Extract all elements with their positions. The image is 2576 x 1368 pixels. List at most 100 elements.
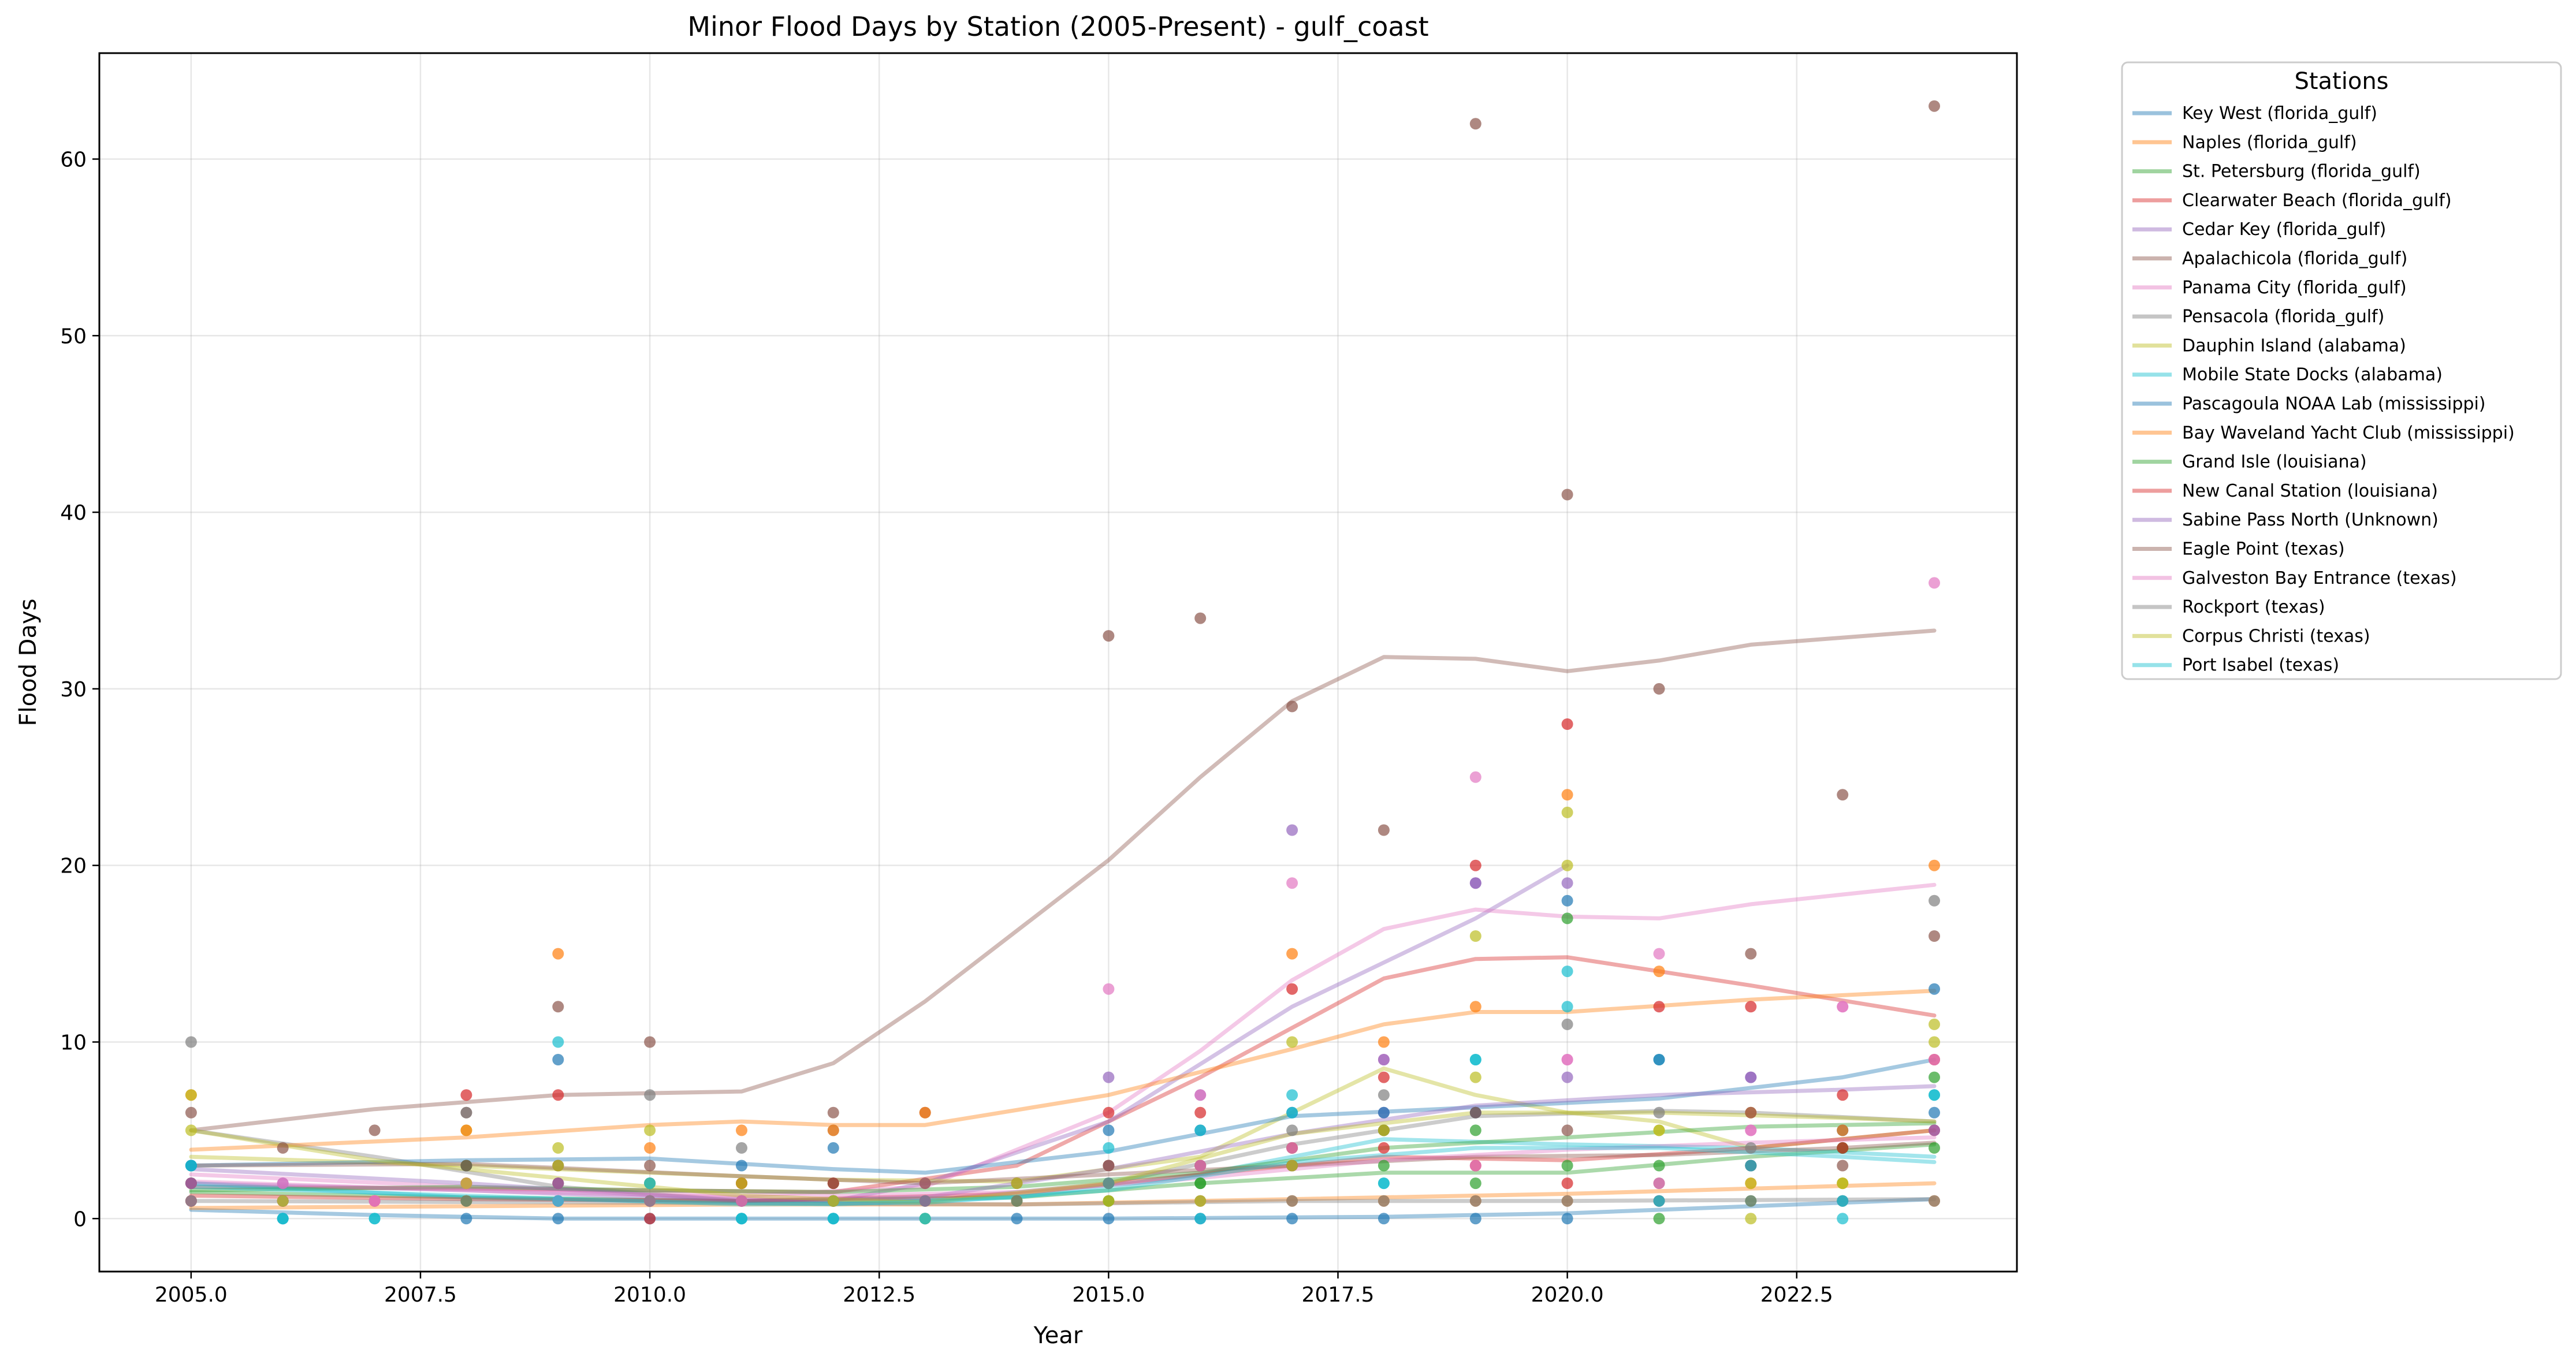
data-point bbox=[1194, 1160, 1206, 1172]
data-point bbox=[1103, 630, 1114, 642]
data-point bbox=[1745, 1001, 1756, 1012]
data-point bbox=[460, 1160, 472, 1172]
data-point bbox=[185, 1160, 197, 1172]
data-point bbox=[185, 1037, 197, 1048]
data-point bbox=[1470, 1107, 1481, 1119]
data-point bbox=[1378, 1142, 1390, 1154]
y-tick-label: 0 bbox=[73, 1207, 87, 1231]
data-point bbox=[369, 1213, 381, 1224]
scatter-points bbox=[185, 100, 1940, 1225]
data-point bbox=[1929, 1142, 1940, 1154]
data-point bbox=[1837, 1001, 1848, 1012]
data-point bbox=[1837, 1177, 1848, 1189]
data-point bbox=[552, 1142, 564, 1154]
data-point bbox=[1837, 789, 1848, 800]
data-point bbox=[1929, 930, 1940, 942]
data-point bbox=[1562, 807, 1573, 818]
data-point bbox=[1562, 789, 1573, 800]
data-point bbox=[1654, 1160, 1665, 1172]
data-point bbox=[277, 1142, 289, 1154]
data-point bbox=[1103, 1177, 1114, 1189]
data-point bbox=[369, 1195, 381, 1207]
data-point bbox=[644, 1089, 656, 1101]
data-point bbox=[1286, 1160, 1298, 1172]
data-point bbox=[460, 1177, 472, 1189]
data-point bbox=[1837, 1142, 1848, 1154]
data-point bbox=[1837, 1160, 1848, 1172]
x-tick-label: 2020.0 bbox=[1531, 1283, 1604, 1307]
data-point bbox=[1562, 860, 1573, 871]
data-point bbox=[1562, 877, 1573, 889]
data-point bbox=[1929, 1124, 1940, 1136]
data-point bbox=[185, 1107, 197, 1119]
trend-lines bbox=[191, 631, 1934, 1218]
data-point bbox=[552, 1213, 564, 1224]
data-point bbox=[1929, 860, 1940, 871]
data-point bbox=[644, 1195, 656, 1207]
data-point bbox=[644, 1142, 656, 1154]
data-point bbox=[1103, 1142, 1114, 1154]
data-point bbox=[1103, 1124, 1114, 1136]
data-point bbox=[1562, 1001, 1573, 1012]
data-point bbox=[1929, 100, 1940, 112]
data-point bbox=[1378, 1160, 1390, 1172]
data-point bbox=[1470, 1001, 1481, 1012]
data-point bbox=[736, 1213, 747, 1224]
data-point bbox=[644, 1213, 656, 1224]
data-point bbox=[552, 1177, 564, 1189]
data-point bbox=[1562, 1160, 1573, 1172]
data-point bbox=[552, 1089, 564, 1101]
data-point bbox=[277, 1177, 289, 1189]
data-point bbox=[1470, 1124, 1481, 1136]
data-point bbox=[185, 1177, 197, 1189]
data-point bbox=[644, 1037, 656, 1048]
data-point bbox=[1929, 1054, 1940, 1065]
data-point bbox=[1654, 1001, 1665, 1012]
data-point bbox=[644, 1124, 656, 1136]
data-point bbox=[1194, 1124, 1206, 1136]
data-point bbox=[1011, 1195, 1023, 1207]
data-point bbox=[1378, 1213, 1390, 1224]
data-point bbox=[1103, 1195, 1114, 1207]
data-point bbox=[1378, 1037, 1390, 1048]
x-tick-label: 2017.5 bbox=[1302, 1283, 1375, 1307]
x-tick-label: 2022.5 bbox=[1760, 1283, 1833, 1307]
data-point bbox=[828, 1177, 839, 1189]
data-point bbox=[1378, 1124, 1390, 1136]
data-point bbox=[1745, 1160, 1756, 1172]
x-axis-ticks: 2005.0 2007.5 2010.0 2012.5 2015.0 2017.5 2020… bbox=[155, 1272, 1833, 1307]
legend-label: Cedar Key (florida_gulf) bbox=[2182, 219, 2386, 240]
data-point bbox=[1194, 613, 1206, 624]
data-point bbox=[920, 1195, 931, 1207]
data-point bbox=[1654, 1195, 1665, 1207]
data-point bbox=[460, 1195, 472, 1207]
data-point bbox=[1470, 930, 1481, 942]
data-point bbox=[644, 1160, 656, 1172]
data-point bbox=[1654, 1107, 1665, 1119]
data-point bbox=[185, 1089, 197, 1101]
data-point bbox=[1562, 1213, 1573, 1224]
legend-label: St. Petersburg (florida_gulf) bbox=[2182, 162, 2421, 182]
data-point bbox=[460, 1213, 472, 1224]
data-point bbox=[1929, 1195, 1940, 1207]
data-point bbox=[920, 1177, 931, 1189]
data-point bbox=[1837, 1124, 1848, 1136]
legend-label: Pensacola (florida_gulf) bbox=[2182, 307, 2384, 327]
data-point bbox=[185, 1124, 197, 1136]
data-point bbox=[1654, 1124, 1665, 1136]
legend-label: New Canal Station (louisiana) bbox=[2182, 481, 2438, 501]
data-point bbox=[1011, 1177, 1023, 1189]
legend-label: Mobile State Docks (alabama) bbox=[2182, 365, 2443, 385]
data-point bbox=[1378, 1089, 1390, 1101]
data-point bbox=[1745, 1072, 1756, 1083]
data-point bbox=[1194, 1107, 1206, 1119]
legend-label: Grand Isle (louisiana) bbox=[2182, 452, 2367, 472]
data-point bbox=[1745, 1177, 1756, 1189]
data-point bbox=[644, 1177, 656, 1189]
data-point bbox=[460, 1107, 472, 1119]
data-point bbox=[1562, 489, 1573, 501]
data-point bbox=[277, 1213, 289, 1224]
legend-label: Rockport (texas) bbox=[2182, 597, 2325, 617]
